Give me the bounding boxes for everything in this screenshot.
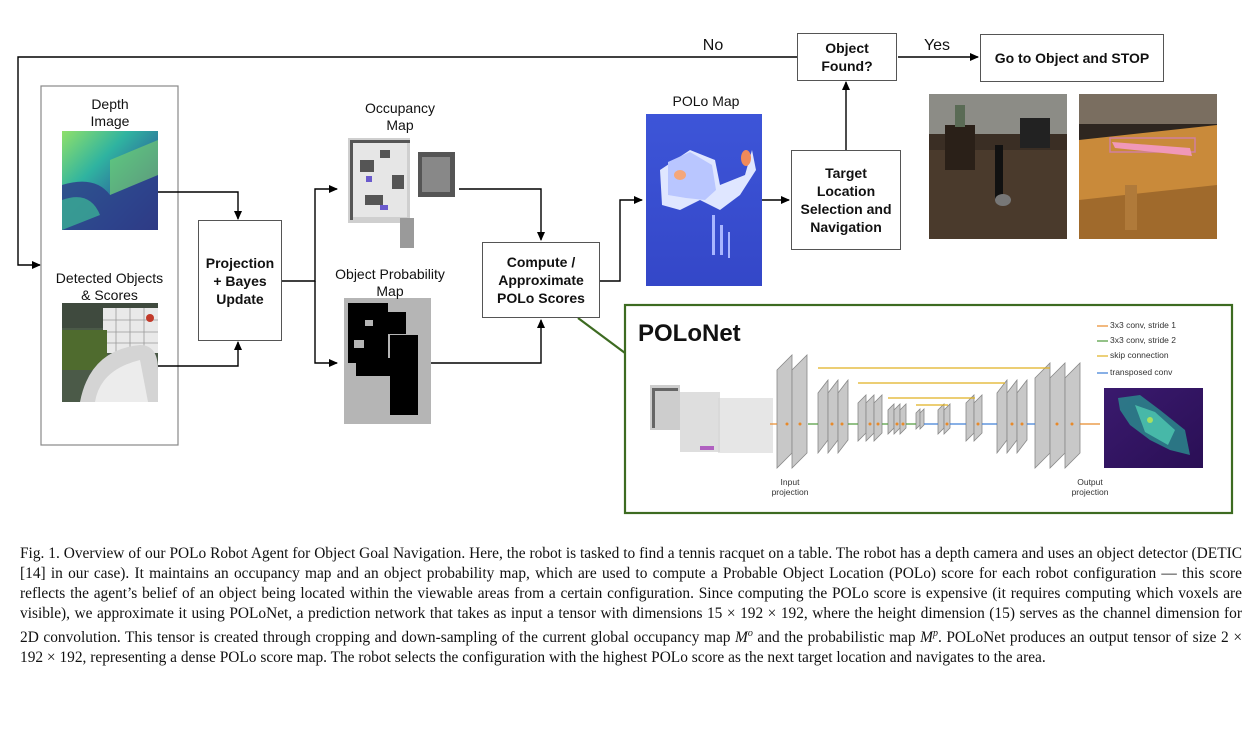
legend-item-conv-stride1: 3x3 conv, stride 1 <box>1110 320 1176 330</box>
projection-bayes-box: Projection + Bayes Update <box>198 220 282 341</box>
legend-item-conv-stride2: 3x3 conv, stride 2 <box>1110 335 1176 345</box>
polo-map-label: POLo Map <box>672 93 740 109</box>
input-projection-label: Input projection <box>771 477 809 497</box>
object-probability-map-image <box>344 298 431 424</box>
depth-image <box>62 131 158 230</box>
legend-item-transposed: transposed conv <box>1110 367 1173 377</box>
legend-swatches <box>1097 325 1108 374</box>
diagram-graphics <box>17 53 1234 515</box>
detected-objects-label: Detected Objects & Scores <box>55 270 164 303</box>
target-selection-box: Target Location Selection and Navigation <box>791 150 901 250</box>
probability-to-compute-arrow <box>431 319 545 364</box>
polo-map-image <box>646 114 762 286</box>
occupancy-to-compute-arrow <box>459 188 545 241</box>
probability-map-symbol: M <box>920 629 933 647</box>
caption-middle: and the probabilistic map <box>752 629 921 647</box>
object-found-box: Object Found? <box>797 33 897 81</box>
caption-prefix: Fig. 1. Overview of our POLo Robot Agent… <box>20 545 1242 647</box>
depth-image-label: Depth Image <box>90 96 130 129</box>
objects-to-projection-arrow <box>158 341 242 367</box>
yes-label: Yes <box>923 37 951 54</box>
polonet-title: POLoNet <box>638 320 741 347</box>
go-to-object-box: Go to Object and STOP <box>980 34 1164 82</box>
input-projection-image <box>650 385 773 453</box>
occupancy-map-image <box>344 133 459 251</box>
figure-caption: Fig. 1. Overview of our POLo Robot Agent… <box>20 544 1242 668</box>
pipeline-diagram: Depth Image Detected Objects & Scores Pr… <box>17 33 1234 515</box>
polonet-connector <box>577 317 626 354</box>
layer-dots <box>785 422 1074 426</box>
detected-objects-image <box>62 303 158 402</box>
compute-to-polo-map-arrow <box>600 196 643 282</box>
compute-polo-box: Compute / Approximate POLo Scores <box>482 242 600 318</box>
robot-view-image-1 <box>929 94 1067 239</box>
robot-view-image-2 <box>1079 94 1217 239</box>
output-projection-label: Output projection <box>1071 477 1109 497</box>
legend-item-skip: skip connection <box>1110 350 1169 360</box>
caption-suffix: . POLoNet produces an output tensor of s… <box>20 629 1242 667</box>
depth-to-projection-arrow <box>158 191 242 220</box>
occupancy-map-label: Occupancy Map <box>364 100 436 133</box>
output-projection-image <box>1104 388 1203 468</box>
skip-connections <box>818 367 1050 406</box>
no-label: No <box>702 37 724 54</box>
projection-to-occupancy-arrow <box>281 185 338 282</box>
occupancy-map-symbol: M <box>735 629 748 647</box>
occupancy-superscript: o <box>747 628 753 639</box>
no-loop-arrow <box>17 56 797 269</box>
object-probability-map-label: Object Probability Map <box>335 266 445 299</box>
probability-superscript: p <box>932 628 938 639</box>
projection-to-probability-arrow <box>314 281 338 367</box>
